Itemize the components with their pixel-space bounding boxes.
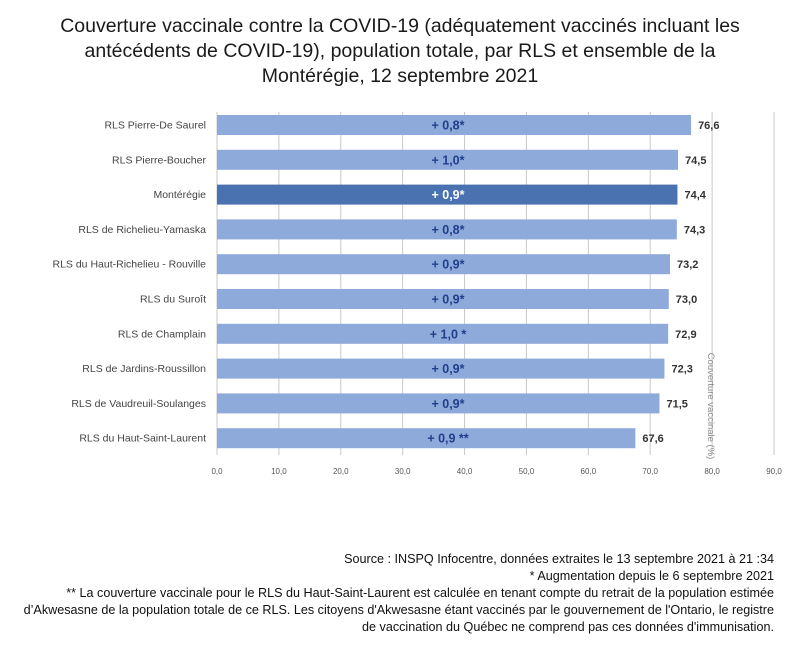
bars: + 0,8* 76,6 + 1,0* 74,5 + 0,9* 74,4 + 0,8* 74,3… [217, 115, 719, 449]
bar [217, 149, 679, 170]
bar [217, 219, 677, 240]
x-tick-label: 20,0 [333, 467, 349, 476]
x-tick-label: 50,0 [519, 467, 535, 476]
category-label: RLS de Vaudreuil-Soulanges [71, 398, 206, 410]
bar [217, 289, 669, 309]
value-label: 67,6 [642, 433, 663, 445]
bar-annotation: + 1,0 * [430, 327, 467, 341]
bar-annotation: + 0,9* [431, 258, 464, 272]
chart-title-line-1: Couverture vaccinale contre la COVID-19 … [60, 15, 740, 37]
bar [217, 358, 665, 379]
category-label: RLS du Haut-Saint-Laurent [79, 433, 206, 445]
category-label: RLS du Suroît [140, 294, 206, 306]
x-tick-label: 90,0 [766, 467, 782, 476]
x-tick-label: 40,0 [457, 467, 473, 476]
category-label: RLS de Champlain [118, 328, 206, 340]
chart-title: Couverture vaccinale contre la COVID-19 … [60, 14, 740, 89]
bar-annotation: + 0,9 ** [427, 432, 468, 446]
x-tick-label: 80,0 [704, 467, 720, 476]
footnote-line-1: ** La couverture vaccinale pour le RLS d… [66, 586, 774, 600]
bar-annotation: + 0,9* [431, 188, 464, 202]
chart-title-line-2: antécédents de COVID-19), population tot… [84, 40, 716, 62]
x-tick-label: 0,0 [211, 467, 223, 476]
value-label: 76,6 [698, 120, 719, 132]
bar-annotation: + 0,9* [431, 362, 464, 376]
value-label: 74,5 [685, 155, 706, 167]
footnote-line-3: de vaccination du Québec ne comprend pas… [362, 620, 774, 634]
category-label: Montérégie [153, 189, 206, 201]
category-label: RLS du Haut-Richelieu - Rouville [53, 259, 207, 271]
value-label: 72,9 [675, 329, 696, 341]
value-label: 74,3 [684, 224, 705, 236]
bar-annotation: + 0,9* [431, 293, 464, 307]
bar-annotation: + 0,8* [431, 223, 464, 237]
x-tick-label: 70,0 [642, 467, 658, 476]
bar [217, 393, 660, 414]
value-label: 74,4 [684, 190, 706, 202]
value-label: 73,2 [677, 259, 698, 271]
x-tick-labels: 0,0 10,0 20,0 30,0 40,0 50,0 60,0 70,0 80,0 90,0 [211, 467, 782, 476]
x-tick-label: 30,0 [395, 467, 411, 476]
bar [217, 115, 692, 135]
x-tick-label: 60,0 [581, 467, 597, 476]
double-asterisk-footnote: ** La couverture vaccinale pour le RLS d… [14, 585, 774, 636]
category-labels: RLS Pierre-De Saurel RLS Pierre-Boucher Mo… [53, 120, 207, 445]
value-label: 71,5 [667, 398, 688, 410]
bar [217, 254, 671, 275]
category-label: RLS de Jardins-Roussillon [82, 363, 206, 375]
footnote-line-2: d’Akwesasne de la population totale de c… [23, 603, 774, 617]
category-label: RLS Pierre-De Saurel [104, 120, 206, 132]
bar-annotation: + 0,8* [431, 119, 464, 133]
category-label: RLS de Richelieu-Yamaska [78, 224, 206, 236]
bar [217, 323, 669, 344]
source-note: Source : INSPQ Infocentre, données extra… [344, 552, 774, 566]
x-tick-label: 10,0 [271, 467, 287, 476]
bar-annotation: + 0,9* [431, 397, 464, 411]
asterisk-footnote: * Augmentation depuis le 6 septembre 202… [529, 569, 774, 583]
chart-title-line-3: Montérégie, 12 septembre 2021 [261, 65, 539, 87]
bar-annotation: + 1,0* [431, 153, 464, 167]
value-label: 72,3 [671, 364, 692, 376]
bar [217, 428, 636, 449]
y-axis-title: Couverture vaccinale (%) [705, 352, 716, 460]
bar [217, 184, 678, 205]
value-label: 73,0 [676, 294, 697, 306]
category-label: RLS Pierre-Boucher [112, 154, 206, 166]
